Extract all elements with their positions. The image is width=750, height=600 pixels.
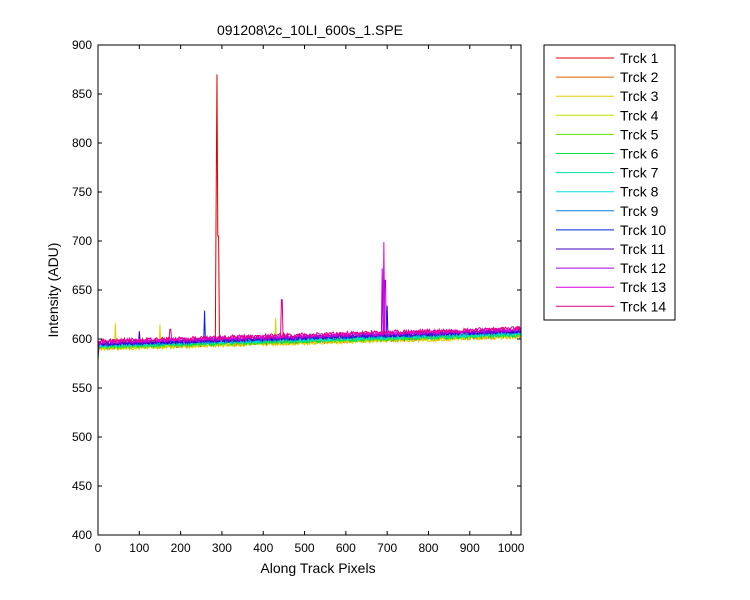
legend-label: Trck 2	[620, 69, 659, 85]
legend-label: Trck 8	[620, 184, 659, 200]
x-axis: 0 100 200 300 400 500 600 700 800 900 1000	[95, 45, 525, 555]
legend-box	[543, 44, 676, 321]
y-tick-label: 600	[72, 332, 92, 346]
legend-label: Trck 3	[620, 88, 659, 104]
x-axis-label: Along Track Pixels	[260, 560, 375, 576]
y-tick-label: 650	[72, 283, 92, 297]
legend-label: Trck 6	[620, 146, 659, 162]
legend: Trck 1 Trck 2 Trck 3 Trck 4 Trck 5 Trck 6 Trck…	[543, 44, 676, 321]
x-tick-label: 300	[212, 541, 232, 555]
x-tick-label: 200	[171, 541, 191, 555]
legend-label: Trck 10	[620, 222, 666, 238]
legend-label: Trck 7	[620, 165, 659, 181]
x-tick-label: 800	[418, 541, 438, 555]
legend-label: Trck 11	[620, 241, 665, 257]
y-axis-label: Intensity (ADU)	[45, 243, 61, 338]
legend-label: Trck 4	[620, 107, 659, 123]
x-tick-label: 400	[253, 541, 273, 555]
plot-area	[98, 45, 521, 535]
series-line	[97, 299, 522, 353]
chart-title: 091208\2c_10LI_600s_1.SPE	[217, 22, 403, 38]
y-tick-label: 550	[72, 381, 92, 395]
y-tick-label: 900	[72, 38, 92, 52]
y-tick-label: 800	[72, 136, 92, 150]
legend-label: Trck 5	[620, 126, 659, 142]
legend-label: Trck 14	[620, 298, 666, 314]
x-tick-label: 100	[129, 541, 149, 555]
legend-label: Trck 1	[620, 50, 659, 66]
series-layer	[97, 74, 522, 361]
y-tick-label: 400	[72, 528, 92, 542]
y-tick-label: 700	[72, 234, 92, 248]
x-tick-label: 0	[95, 541, 102, 555]
x-tick-label: 600	[336, 541, 356, 555]
y-tick-label: 750	[72, 185, 92, 199]
y-axis: 400 450 500 550 600 650 700 750 800 850 900	[72, 38, 521, 542]
y-tick-label: 500	[72, 430, 92, 444]
y-tick-label: 850	[72, 87, 92, 101]
legend-label: Trck 9	[620, 203, 659, 219]
legend-label: Trck 12	[620, 260, 666, 276]
y-tick-label: 450	[72, 479, 92, 493]
legend-label: Trck 13	[620, 279, 666, 295]
x-tick-label: 700	[377, 541, 397, 555]
x-tick-label: 1000	[498, 541, 525, 555]
x-tick-label: 900	[460, 541, 480, 555]
x-tick-label: 500	[295, 541, 315, 555]
